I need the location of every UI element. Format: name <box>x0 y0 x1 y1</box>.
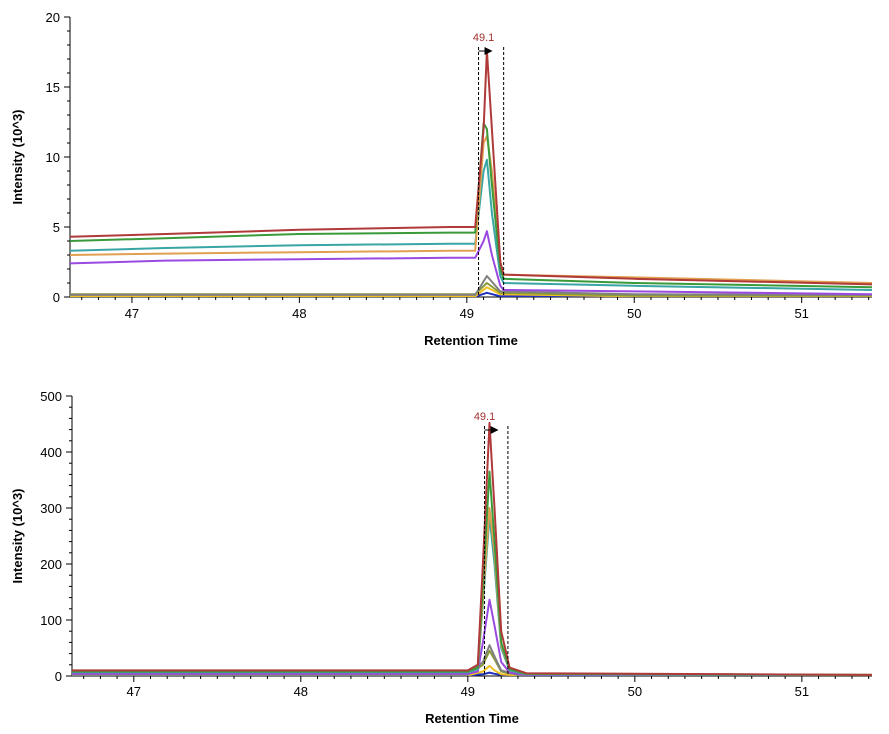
y-axis-title: Intensity (10^3) <box>10 488 25 583</box>
y-tick-label: 200 <box>40 557 62 572</box>
y-tick-label: 500 <box>40 389 62 404</box>
x-tick-label: 51 <box>794 306 808 321</box>
y-tick-label: 15 <box>46 80 60 95</box>
x-axis-title: Retention Time <box>425 711 519 726</box>
series-line-green <box>70 122 872 289</box>
series-line-gray <box>70 275 872 296</box>
series-line-purple <box>72 598 872 676</box>
x-tick-label: 50 <box>627 306 641 321</box>
y-axis-title: Intensity (10^3) <box>10 109 25 204</box>
peak-arrow-head <box>490 426 499 434</box>
series-line-purple <box>70 230 872 296</box>
peak-arrow-head <box>484 47 493 55</box>
series-line-red <box>70 49 872 286</box>
y-tick-label: 10 <box>46 150 60 165</box>
chart-bottom: 0 100 200 300 400 500 47 48 49 50 51 Retention Time… <box>10 389 872 726</box>
x-tick-label: 47 <box>127 684 141 699</box>
plot-area <box>72 421 872 676</box>
y-tick-label: 100 <box>40 613 62 628</box>
x-tick-label: 48 <box>294 684 308 699</box>
y-tick-label: 20 <box>46 10 60 25</box>
series-line-teal <box>72 515 872 676</box>
series-line-green <box>72 470 872 676</box>
y-tick-label: 0 <box>55 669 62 684</box>
x-axis-title: Retention Time <box>424 333 518 348</box>
peak-label: 49.1 <box>474 411 495 423</box>
plot-area <box>70 49 872 297</box>
series-line-teal <box>70 158 872 291</box>
chart-top: 0 5 10 15 20 47 48 49 50 51 Retention Time Intensit… <box>10 10 872 348</box>
series-line-red <box>72 421 872 676</box>
y-tick-label: 300 <box>40 501 62 516</box>
x-tick-label: 51 <box>795 684 809 699</box>
peak-label: 49.1 <box>473 32 494 44</box>
x-tick-label: 49 <box>461 684 475 699</box>
x-tick-label: 47 <box>125 306 139 321</box>
y-tick-label: 400 <box>40 445 62 460</box>
x-tick-label: 48 <box>292 306 306 321</box>
x-tick-label: 49 <box>460 306 474 321</box>
series-line-orange <box>72 507 872 676</box>
y-tick-label: 5 <box>53 220 60 235</box>
x-tick-label: 50 <box>628 684 642 699</box>
y-tick-label: 0 <box>53 290 60 305</box>
